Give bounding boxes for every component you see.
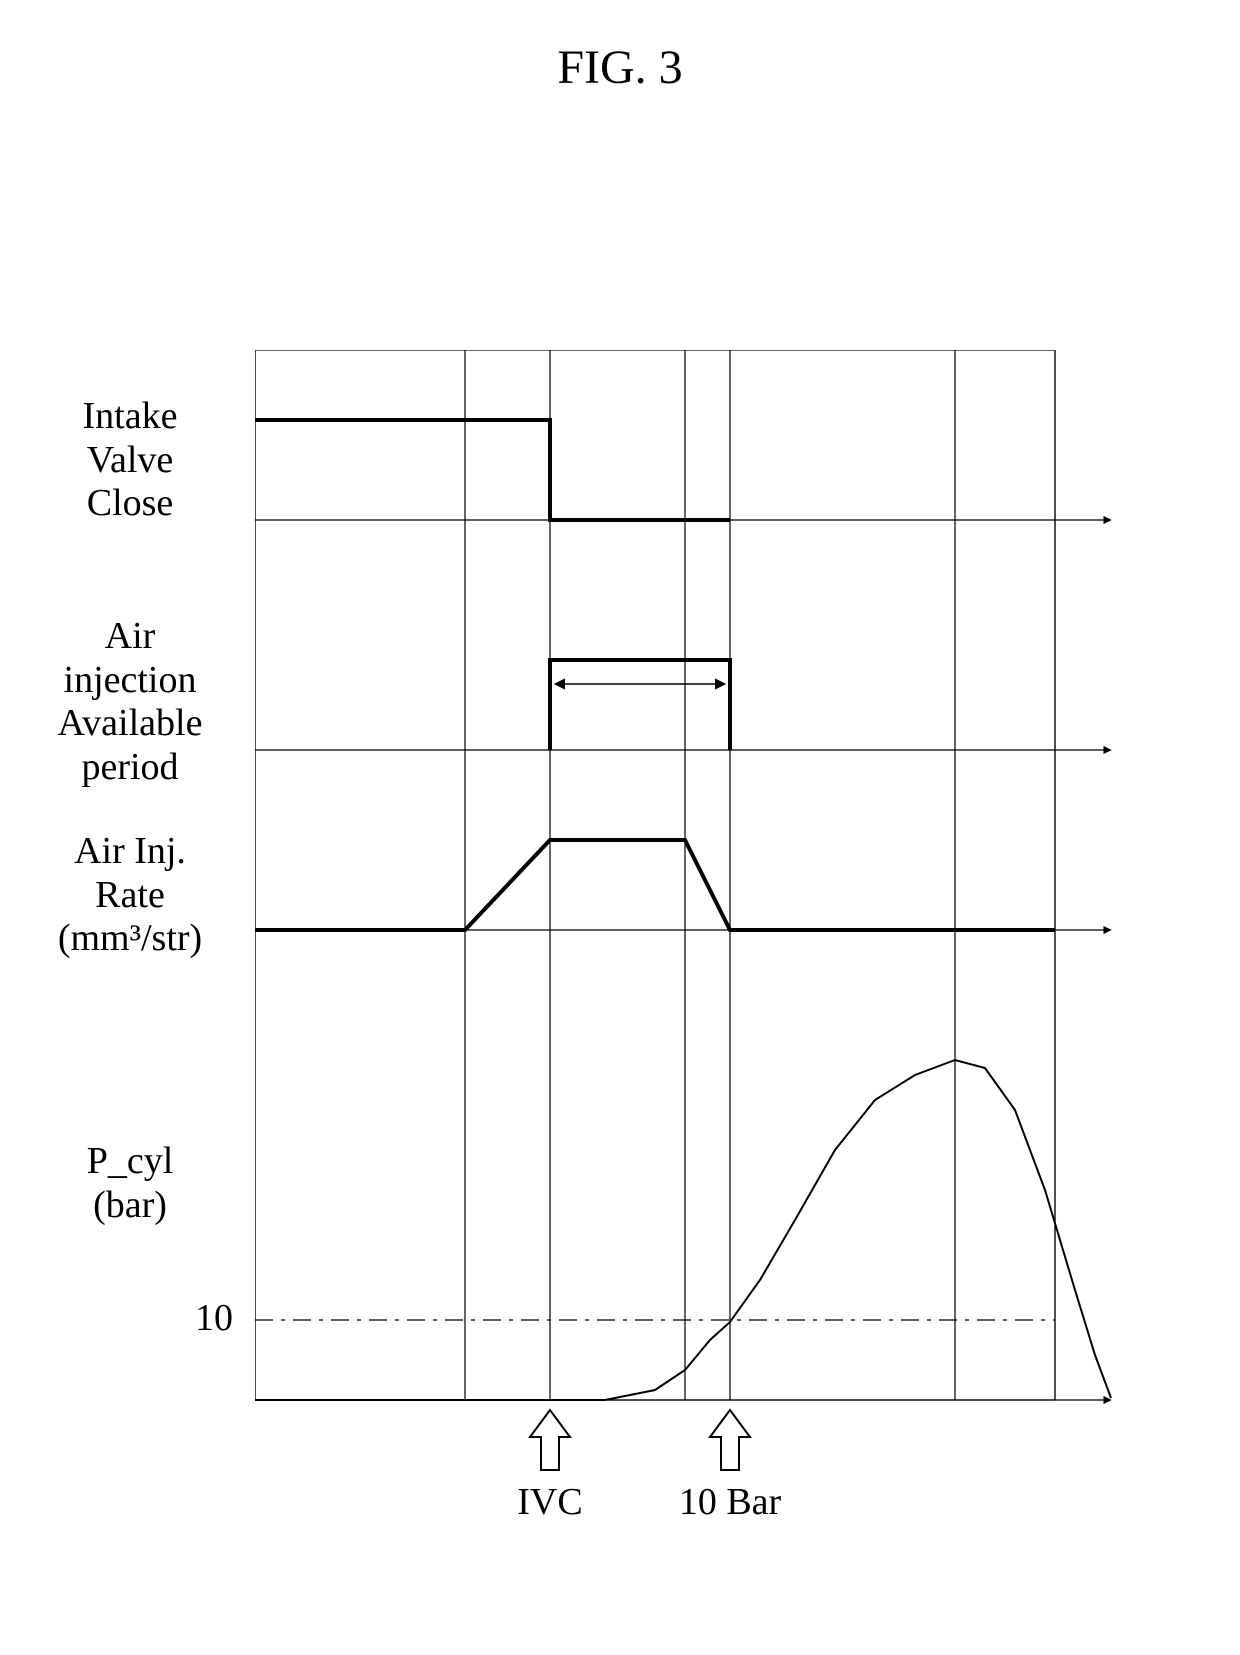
xlabel-ivc: IVC bbox=[480, 1480, 620, 1524]
label-air-inj-rate: Air Inj. Rate (mm³/str) bbox=[20, 830, 240, 961]
label-air-injection-period: Air injection Available period bbox=[20, 615, 240, 790]
timing-diagram bbox=[255, 350, 1205, 1590]
label-intake-valve-close: Intake Valve Close bbox=[20, 395, 240, 526]
xlabel-10-bar: 10 Bar bbox=[660, 1480, 800, 1524]
label-p-cyl: P_cyl (bar) bbox=[20, 1140, 240, 1227]
figure-title: FIG. 3 bbox=[0, 40, 1240, 95]
label-ten-bar-line: 10 bbox=[195, 1296, 233, 1340]
